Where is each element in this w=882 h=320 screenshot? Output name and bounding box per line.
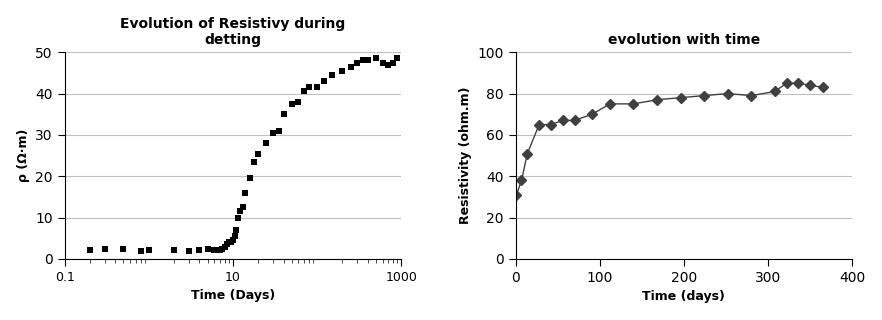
Y-axis label: ρ (Ω·m): ρ (Ω·m) [17,129,30,182]
X-axis label: Time (Days): Time (Days) [191,289,275,302]
Y-axis label: Resistivity (ohm.m): Resistivity (ohm.m) [459,87,472,224]
Title: Evolution of Resistivy during
detting: Evolution of Resistivy during detting [120,17,346,47]
X-axis label: Time (days): Time (days) [642,290,725,303]
Title: evolution with time: evolution with time [608,33,760,47]
